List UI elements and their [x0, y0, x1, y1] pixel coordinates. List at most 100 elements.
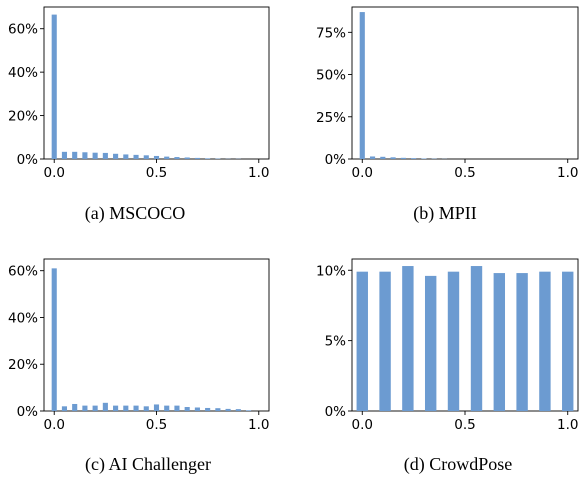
bar — [235, 409, 241, 411]
bar — [133, 154, 139, 159]
x-tick-label: 0.0 — [43, 165, 64, 181]
bar — [153, 155, 160, 159]
bar — [164, 156, 170, 159]
bar — [174, 405, 180, 411]
x-tick-label: 0.0 — [352, 165, 373, 181]
bar — [215, 408, 221, 411]
bar — [92, 405, 98, 411]
panel-crowdpose: 0% 5% 10% 0.0 0.5 1.0 (d) CrowdPose — [316, 258, 578, 475]
y-tick-label: 20% — [8, 357, 38, 373]
x-axis: 0.0 0.5 1.0 — [43, 411, 270, 433]
bar — [390, 157, 396, 159]
bar-series — [51, 268, 252, 411]
y-tick-label: 0% — [17, 404, 39, 420]
bar — [402, 266, 414, 411]
panel-caption: (c) AI Challenger — [85, 454, 211, 475]
panel-caption: (b) MPII — [413, 203, 477, 224]
y-axis: 0% 5% 10% — [316, 263, 352, 420]
bar — [61, 406, 68, 411]
bar — [143, 406, 149, 411]
y-tick-label: 40% — [8, 310, 38, 326]
bar — [225, 408, 231, 411]
bar — [411, 158, 417, 159]
y-axis: 0% 25% 50% 75% — [316, 25, 352, 168]
plot-frame — [43, 258, 270, 412]
bar — [113, 153, 119, 159]
y-tick-label: 75% — [316, 25, 346, 41]
panel-mscoco: 0% 20% 40% 60% 0.0 0.5 1.0 (a) MSCOCO — [8, 6, 270, 224]
bar — [359, 12, 365, 159]
plot-frame — [43, 6, 270, 160]
bar — [143, 155, 149, 159]
y-tick-label: 10% — [316, 263, 346, 279]
y-tick-label: 60% — [8, 22, 38, 38]
bar — [516, 273, 528, 411]
x-tick-label: 0.5 — [146, 417, 167, 433]
panel-caption: (a) MSCOCO — [85, 203, 186, 224]
bar-series — [51, 14, 241, 159]
bar — [379, 271, 391, 411]
bar — [539, 271, 551, 411]
x-tick-label: 0.5 — [146, 165, 167, 181]
y-axis: 0% 20% 40% 60% — [8, 22, 44, 168]
y-tick-label: 0% — [325, 404, 347, 420]
bar — [194, 157, 200, 159]
bar — [102, 402, 108, 411]
bar — [164, 405, 170, 411]
bar — [174, 157, 180, 159]
y-tick-label: 20% — [8, 109, 38, 125]
x-tick-label: 1.0 — [248, 165, 269, 181]
bar — [184, 157, 190, 159]
bar-series — [356, 266, 574, 411]
bar — [102, 152, 108, 159]
bar — [123, 405, 129, 411]
bar — [470, 266, 483, 411]
bar — [447, 271, 460, 411]
bar — [421, 158, 427, 159]
y-tick-label: 50% — [316, 68, 346, 84]
panel-caption: (d) CrowdPose — [404, 454, 513, 475]
bar — [113, 405, 119, 411]
x-axis: 0.0 0.5 1.0 — [352, 411, 578, 433]
panel-ai-challenger: 0% 20% 40% 60% 0.0 0.5 1.0 (c) AI Challenger — [8, 258, 270, 475]
x-tick-label: 1.0 — [248, 417, 269, 433]
x-tick-label: 0.0 — [43, 417, 64, 433]
bar — [184, 407, 190, 411]
y-axis: 0% 20% 40% 60% — [8, 264, 44, 420]
bar — [82, 152, 88, 159]
bar — [92, 152, 98, 159]
bar — [61, 151, 68, 159]
bar — [493, 273, 506, 411]
y-tick-label: 60% — [8, 264, 38, 280]
bar — [245, 410, 252, 411]
y-tick-label: 5% — [325, 334, 347, 350]
x-tick-label: 0.5 — [454, 417, 475, 433]
x-tick-label: 1.0 — [557, 165, 578, 181]
bar — [562, 271, 574, 411]
bar — [205, 158, 211, 159]
bar — [356, 271, 368, 411]
x-axis: 0.0 0.5 1.0 — [352, 159, 578, 181]
bar-series — [359, 12, 448, 159]
x-tick-label: 0.0 — [352, 417, 373, 433]
plot-frame — [351, 6, 579, 160]
bar — [133, 405, 139, 411]
bar — [123, 154, 129, 159]
panel-mpii: 0% 25% 50% 75% 0.0 0.5 1.0 (b) MPII — [316, 6, 579, 224]
x-axis: 0.0 0.5 1.0 — [43, 159, 270, 181]
x-tick-label: 0.5 — [454, 165, 475, 181]
bar — [400, 157, 406, 159]
bar — [72, 151, 78, 159]
bar — [424, 275, 437, 411]
x-tick-label: 1.0 — [557, 417, 578, 433]
bar — [51, 268, 57, 411]
y-tick-label: 40% — [8, 65, 38, 81]
bar — [51, 14, 57, 159]
bar — [82, 405, 88, 411]
bar — [153, 404, 160, 411]
bar — [72, 403, 78, 411]
bar — [205, 407, 211, 411]
y-tick-label: 0% — [17, 152, 39, 168]
bar — [369, 156, 376, 159]
